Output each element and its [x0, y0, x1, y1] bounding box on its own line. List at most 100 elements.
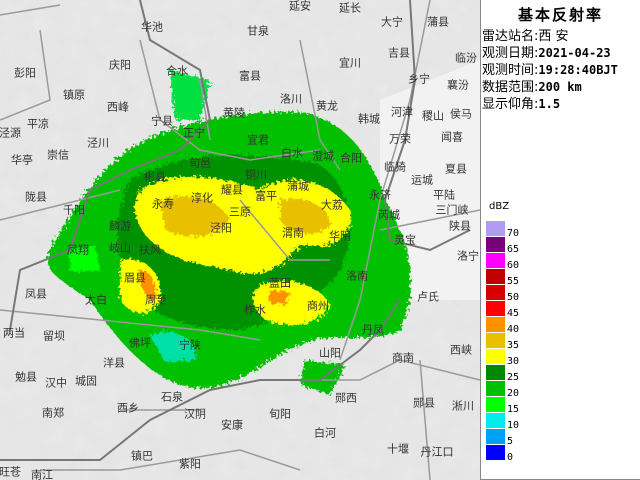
legend-swatch: [486, 253, 505, 268]
city-label: 白水: [281, 146, 303, 160]
city-label: 正宁: [183, 126, 205, 140]
city-label: 彬县: [144, 170, 166, 184]
city-label: 卢氏: [417, 290, 439, 304]
legend-label: 10: [507, 420, 520, 431]
city-label: 合阳: [340, 151, 362, 165]
legend-swatch: [486, 269, 505, 284]
city-label: 镇巴: [131, 449, 153, 463]
legend-swatch: [486, 413, 505, 428]
city-label: 佛坪: [129, 336, 151, 350]
legend-swatch: [486, 429, 505, 444]
city-label: 洋县: [103, 356, 125, 370]
legend-label: 45: [507, 308, 520, 319]
city-label: 洛南: [346, 269, 368, 283]
city-label: 洛宁: [457, 249, 479, 263]
city-label: 芮城: [378, 208, 400, 222]
city-label: 黄龙: [316, 99, 338, 113]
legend-swatch: [486, 317, 505, 332]
city-label: 临猗: [384, 160, 406, 174]
city-label: 灵宝: [394, 233, 416, 247]
city-label: 眉县: [124, 271, 146, 285]
city-label: 三原: [229, 205, 251, 219]
station-row: 雷达站名:西 安: [482, 29, 569, 44]
city-label: 扶风: [139, 243, 161, 257]
city-label: 大荔: [321, 198, 343, 212]
city-label: 紫阳: [179, 457, 201, 471]
legend-label: 20: [507, 388, 520, 399]
city-label: 陇县: [25, 190, 47, 204]
legend-label: 40: [507, 324, 520, 335]
city-label: 吉县: [388, 46, 410, 60]
legend-swatch: [486, 285, 505, 300]
city-label: 甘泉: [247, 24, 269, 38]
city-label: 蒲城: [287, 179, 309, 193]
city-label: 黄陵: [223, 106, 245, 120]
city-label: 夏县: [445, 162, 467, 176]
legend-label: 5: [507, 436, 514, 447]
city-label: 石泉: [161, 390, 183, 404]
city-label: 临汾: [455, 51, 477, 65]
legend-label: 50: [507, 292, 520, 303]
city-label: 渭南: [282, 226, 304, 240]
elevation-row: 显示仰角:1.5: [482, 97, 561, 112]
city-label: 镇原: [63, 88, 85, 102]
city-label: 侯马: [450, 107, 472, 121]
city-label: 西峡: [450, 343, 472, 357]
city-label: 勉县: [15, 370, 37, 384]
city-label: 泾川: [87, 136, 109, 150]
legend-swatch: [486, 349, 505, 364]
city-label: 耀县: [221, 183, 243, 197]
city-label: 大宁: [381, 15, 403, 29]
boundary-lines: [0, 0, 480, 480]
city-label: 周至: [145, 293, 167, 307]
city-label: 乡宁: [408, 72, 430, 86]
legend-swatch: [486, 301, 505, 316]
legend-swatch: [486, 445, 505, 460]
city-label: 平陆: [433, 188, 455, 202]
city-label: 安康: [221, 418, 243, 432]
range-row: 数据范围:200 km: [482, 80, 582, 95]
city-label: 襄汾: [447, 78, 469, 92]
city-label: 铜川: [245, 168, 267, 182]
city-label: 延长: [339, 1, 361, 15]
city-label: 山阳: [319, 346, 341, 360]
legend-label: 30: [507, 356, 520, 367]
city-label: 富县: [239, 69, 261, 83]
city-label: 运城: [411, 173, 433, 187]
info-panel: 基本反射率 雷达站名:西 安 观测日期:2021-04-23 观测时间:19:2…: [480, 0, 640, 480]
city-label: 华阴: [329, 229, 351, 243]
city-label: 华池: [141, 20, 163, 34]
city-label: 永寿: [152, 197, 174, 211]
legend-label: 60: [507, 260, 520, 271]
city-label: 旬邑: [189, 156, 211, 170]
city-label: 郧西: [335, 391, 357, 405]
city-label: 宜川: [339, 56, 361, 70]
city-label: 商州: [307, 299, 329, 313]
city-label: 千阳: [63, 203, 85, 217]
legend-label: 65: [507, 244, 520, 255]
city-label: 洛川: [280, 92, 302, 106]
city-label: 汉阴: [184, 407, 206, 421]
time-row: 观测时间:19:28:40BJT: [482, 63, 618, 78]
city-label: 稷山: [422, 109, 444, 123]
legend-label: 0: [507, 452, 514, 463]
city-label: 丹凤: [362, 323, 384, 337]
city-label: 汉中: [45, 376, 67, 390]
city-label: 宁陕: [179, 338, 201, 352]
city-label: 泾阳: [210, 221, 232, 235]
city-label: 合水: [166, 64, 188, 78]
city-label: 庆阳: [109, 58, 131, 72]
city-label: 岐山: [109, 241, 131, 255]
radar-map[interactable]: 华池 延安 延长 大宁 蒲县 甘泉 彭阳 庆阳 合水 宜川 吉县 临汾 富县 镇原 西峰 乡宁 襄汾 宁县 洛川 黄陵…: [0, 0, 480, 480]
legend-swatch: [486, 333, 505, 348]
legend-label: 70: [507, 228, 520, 239]
city-label: 淳化: [191, 191, 213, 205]
city-label: 南江: [31, 468, 53, 480]
radar-echo-layer: [0, 0, 480, 480]
legend-swatch: [486, 221, 505, 236]
legend-label: 35: [507, 340, 520, 351]
city-label: 蓝田: [269, 276, 291, 290]
city-label: 柞水: [244, 303, 266, 317]
city-label: 留坝: [43, 329, 65, 343]
legend-label: 55: [507, 276, 520, 287]
